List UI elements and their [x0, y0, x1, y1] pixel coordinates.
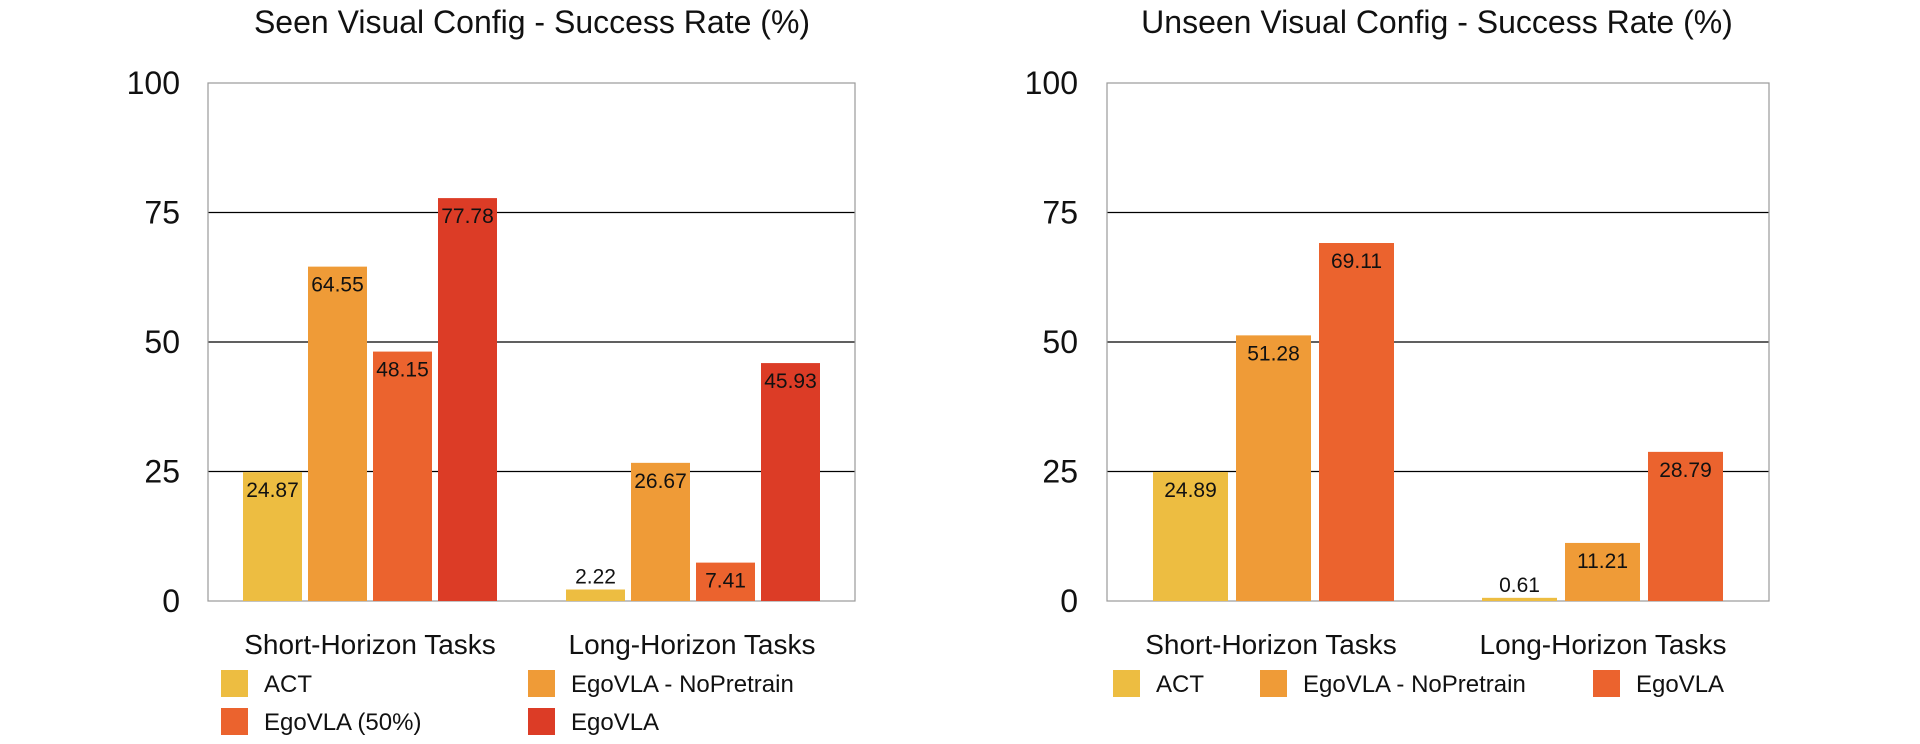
chart1-legend-swatch [528, 670, 555, 697]
chart1-bar [308, 266, 367, 601]
chart2-bar [1153, 472, 1228, 601]
chart2-data-label: 11.21 [1577, 550, 1628, 573]
chart1-legend-label: EgoVLA [571, 709, 659, 736]
chart2-ytick-label: 100 [1025, 65, 1078, 101]
chart1-bar [696, 562, 755, 601]
chart2-ytick-label: 0 [1060, 583, 1078, 619]
chart1-bar [373, 351, 432, 601]
chart1-bar [566, 589, 625, 601]
chart1-data-label: 64.55 [311, 274, 364, 297]
chart2-data-label: 0.61 [1499, 574, 1540, 597]
chart1-legend-label: ACT [264, 671, 312, 698]
chart2-category-label: Short-Horizon Tasks [1145, 629, 1397, 660]
chart2-category-label: Long-Horizon Tasks [1480, 629, 1727, 660]
chart1-category-label: Long-Horizon Tasks [569, 629, 816, 660]
chart1-plot-frame [207, 82, 856, 602]
chart2-legend-label: EgoVLA [1636, 671, 1724, 698]
chart2-legend-label: ACT [1156, 671, 1204, 698]
chart1-bar [761, 363, 820, 601]
chart1-ytick-label: 50 [144, 324, 180, 360]
chart1-data-label: 45.93 [764, 370, 817, 393]
chart1-data-label: 77.78 [441, 205, 494, 228]
chart1-ytick-label: 0 [162, 583, 180, 619]
chart1-bar [243, 472, 302, 601]
chart2-ytick-label: 50 [1042, 324, 1078, 360]
chart1-legend-swatch [221, 708, 248, 735]
chart2-data-label: 51.28 [1247, 342, 1300, 365]
chart2-legend-swatch [1113, 670, 1140, 697]
chart2-data-label: 69.11 [1331, 250, 1382, 273]
chart1-legend-label: EgoVLA - NoPretrain [571, 671, 794, 698]
chart2-bar [1236, 335, 1311, 601]
chart1-ytick-label: 25 [144, 454, 180, 490]
chart2-data-label: 24.89 [1164, 479, 1217, 502]
chart1-ytick-label: 75 [144, 195, 180, 231]
chart1-legend-swatch [528, 708, 555, 735]
chart1-category-label: Short-Horizon Tasks [244, 629, 496, 660]
chart2-bar [1648, 451, 1723, 601]
chart2-legend-swatch [1593, 670, 1620, 697]
chart2-legend-label: EgoVLA - NoPretrain [1303, 671, 1526, 698]
chart1-bar [631, 462, 690, 601]
chart2-ytick-label: 75 [1042, 195, 1078, 231]
chart2-bar [1482, 597, 1557, 601]
chart1-bar [438, 198, 497, 601]
chart1-title: Seen Visual Config - Success Rate (%) [254, 4, 810, 40]
chart2-ytick-label: 25 [1042, 454, 1078, 490]
chart1-data-label: 48.15 [376, 359, 429, 382]
chart1-data-label: 26.67 [634, 470, 687, 493]
chart2-plot-frame [1106, 82, 1770, 602]
chart1-data-label: 2.22 [575, 566, 616, 589]
chart2-data-label: 28.79 [1659, 459, 1712, 482]
chart1-data-label: 24.87 [246, 479, 299, 502]
chart1-legend-swatch [221, 670, 248, 697]
chart2-title: Unseen Visual Config - Success Rate (%) [1141, 4, 1733, 40]
chart2-bar [1565, 542, 1640, 601]
chart1-ytick-label: 100 [127, 65, 180, 101]
chart1-legend-label: EgoVLA (50%) [264, 709, 421, 736]
chart2-bar [1319, 243, 1394, 601]
chart2-legend-swatch [1260, 670, 1287, 697]
chart1-data-label: 7.41 [705, 570, 746, 593]
